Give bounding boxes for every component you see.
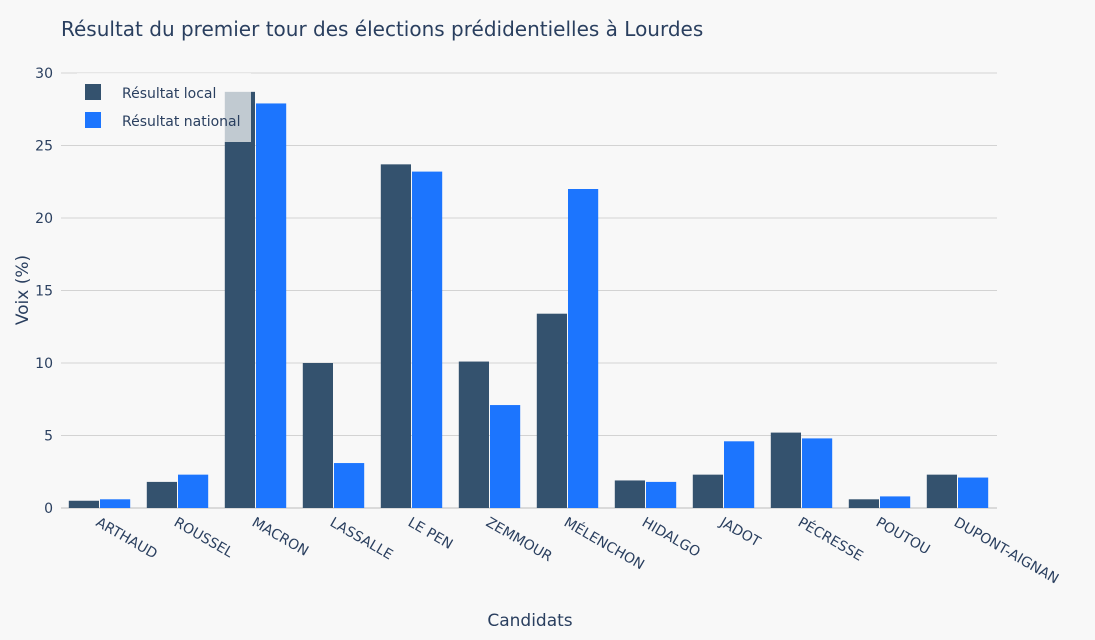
chart-title: Résultat du premier tour des élections p… xyxy=(61,17,703,41)
bars xyxy=(68,91,989,508)
bar-local-le pen[interactable] xyxy=(380,164,411,508)
bar-local-poutou[interactable] xyxy=(848,499,879,508)
y-tick-label: 25 xyxy=(35,139,53,155)
bar-national-mélenchon[interactable] xyxy=(568,189,599,508)
x-tick-label: MÉLENCHON xyxy=(561,514,647,574)
y-tick-label: 10 xyxy=(35,356,53,372)
x-tick-label: HIDALGO xyxy=(639,515,703,561)
x-tick-label: JADOT xyxy=(716,514,763,550)
bar-national-arthaud[interactable] xyxy=(100,499,131,508)
y-tick-label: 30 xyxy=(35,66,53,82)
y-axis-ticks: 0 5 10 15 20 25 30 xyxy=(35,66,53,517)
bar-national-hidalgo[interactable] xyxy=(646,481,677,508)
bar-local-arthaud[interactable] xyxy=(68,500,99,508)
legend-swatch-national xyxy=(85,112,101,128)
bar-national-poutou[interactable] xyxy=(880,496,911,508)
x-tick-label: LE PEN xyxy=(405,515,455,553)
bar-national-pécresse[interactable] xyxy=(802,438,833,508)
x-tick-label: PÉCRESSE xyxy=(795,514,866,565)
x-axis-ticks: ARTHAUD ROUSSEL MACRON LASSALLE LE PEN ZEMMOU… xyxy=(93,514,1061,588)
bar-local-pécresse[interactable] xyxy=(770,432,801,508)
legend-swatch-local xyxy=(85,84,101,100)
bar-local-dupont-aignan[interactable] xyxy=(926,474,957,508)
bar-national-le pen[interactable] xyxy=(412,171,443,508)
bar-national-lassalle[interactable] xyxy=(334,463,365,508)
x-tick-label: LASSALLE xyxy=(327,515,395,564)
y-axis-title: Voix (%) xyxy=(13,255,33,325)
legend-label-local[interactable]: Résultat local xyxy=(122,86,216,102)
bar-local-mélenchon[interactable] xyxy=(536,313,567,508)
legend-label-national[interactable]: Résultat national xyxy=(122,114,241,130)
x-tick-label: POUTOU xyxy=(873,515,933,559)
x-axis-title: Candidats xyxy=(487,611,572,631)
x-tick-label: ARTHAUD xyxy=(93,515,160,563)
bar-local-jadot[interactable] xyxy=(692,474,723,508)
x-tick-label: MACRON xyxy=(249,515,311,560)
y-tick-label: 20 xyxy=(35,211,53,227)
y-tick-label: 0 xyxy=(44,501,53,517)
bar-local-zemmour[interactable] xyxy=(458,361,489,508)
bar-national-roussel[interactable] xyxy=(178,474,209,508)
x-tick-label: ROUSSEL xyxy=(171,515,236,562)
y-tick-label: 15 xyxy=(35,284,53,300)
bar-national-dupont-aignan[interactable] xyxy=(958,477,989,508)
y-tick-label: 5 xyxy=(44,429,53,445)
bar-local-hidalgo[interactable] xyxy=(614,480,645,508)
bar-local-macron[interactable] xyxy=(224,91,255,508)
legend-background xyxy=(77,73,251,142)
bar-national-jadot[interactable] xyxy=(724,441,755,508)
x-tick-label: ZEMMOUR xyxy=(483,515,555,566)
bar-national-zemmour[interactable] xyxy=(490,405,521,508)
bar-local-lassalle[interactable] xyxy=(302,363,333,508)
bar-national-macron[interactable] xyxy=(256,103,287,508)
legend[interactable]: Résultat local Résultat national xyxy=(77,73,251,142)
x-tick-label: DUPONT-AIGNAN xyxy=(951,515,1061,588)
bar-local-roussel[interactable] xyxy=(146,481,177,508)
